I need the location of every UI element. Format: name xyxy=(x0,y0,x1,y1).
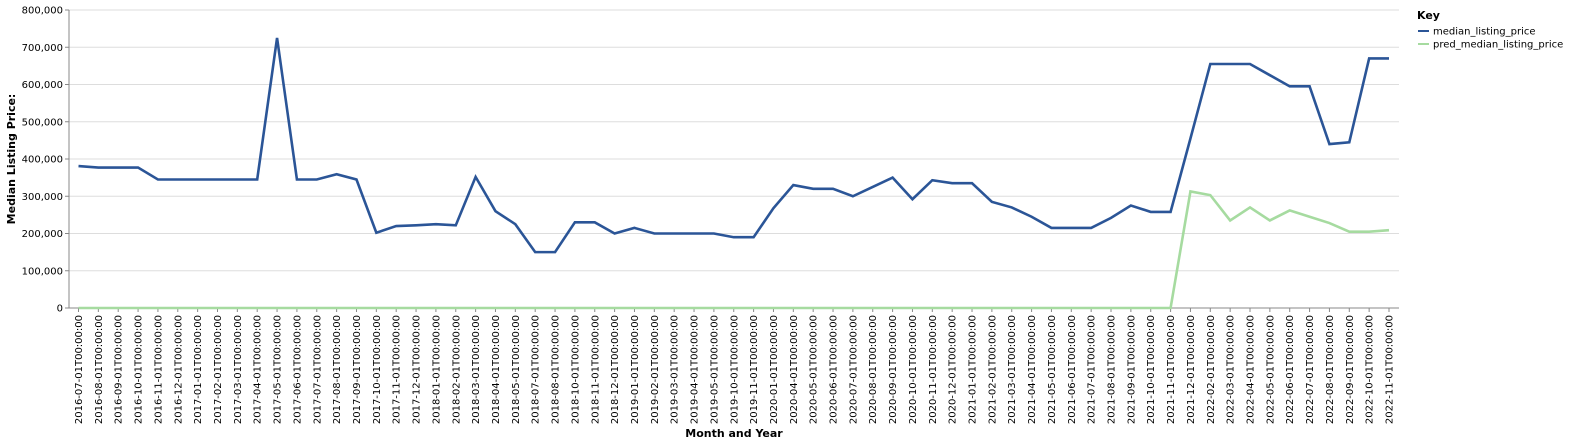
y-tick-label: 800,000 xyxy=(22,6,63,17)
x-tick-label: 2021-10-01T00:00:00 xyxy=(1146,315,1157,424)
y-tick-label: 400,000 xyxy=(22,155,63,166)
x-tick-label: 2018-04-01T00:00:00 xyxy=(491,315,502,424)
y-tick-label: 100,000 xyxy=(22,266,63,277)
x-tick-label: 2017-09-01T00:00:00 xyxy=(352,315,363,424)
x-tick-label: 2021-02-01T00:00:00 xyxy=(987,315,998,424)
legend-items: median_listing_price pred_median_listing_… xyxy=(1418,27,1563,51)
x-tick-label: 2020-04-01T00:00:00 xyxy=(789,315,800,424)
y-tick-label: 500,000 xyxy=(22,117,63,128)
x-tick-label: 2021-05-01T00:00:00 xyxy=(1047,315,1058,424)
x-tick-label: 2021-09-01T00:00:00 xyxy=(1126,315,1137,424)
x-tick-label: 2020-01-01T00:00:00 xyxy=(769,315,780,424)
x-tick-label: 2021-11-01T00:00:00 xyxy=(1166,315,1177,424)
x-tick-label: 2018-01-01T00:00:00 xyxy=(431,315,442,424)
x-tick-label: 2017-01-01T00:00:00 xyxy=(193,315,204,424)
x-tick-label: 2021-04-01T00:00:00 xyxy=(1027,315,1038,424)
x-tick-label: 2016-08-01T00:00:00 xyxy=(94,315,105,424)
x-tick-label: 2022-03-01T00:00:00 xyxy=(1226,315,1237,424)
x-tick-label: 2017-11-01T00:00:00 xyxy=(392,315,403,424)
x-tick-label: 2019-11-01T00:00:00 xyxy=(749,315,760,424)
y-tick-label: 200,000 xyxy=(22,229,63,240)
series-line-median-listing-price xyxy=(78,37,1389,254)
x-tick-label: 2018-07-01T00:00:00 xyxy=(531,315,542,424)
y-tick-label: 300,000 xyxy=(22,192,63,203)
x-axis-title: Month and Year xyxy=(685,427,783,440)
x-tick-label: 2020-09-01T00:00:00 xyxy=(888,315,899,424)
y-tick-label: 0 xyxy=(57,304,63,315)
x-tick-label: 2019-10-01T00:00:00 xyxy=(729,315,740,424)
x-tick-label: 2022-08-01T00:00:00 xyxy=(1325,315,1336,424)
x-tick-label: 2022-06-01T00:00:00 xyxy=(1285,315,1296,424)
x-tick-label: 2019-01-01T00:00:00 xyxy=(630,315,641,424)
x-tick-label: 2021-03-01T00:00:00 xyxy=(1007,315,1018,424)
x-tick-label: 2017-03-01T00:00:00 xyxy=(233,315,244,424)
x-tick-label: 2022-02-01T00:00:00 xyxy=(1206,315,1217,424)
y-tick-label: 600,000 xyxy=(22,80,63,91)
x-tick-label: 2019-03-01T00:00:00 xyxy=(670,315,681,424)
x-tick-label: 2022-05-01T00:00:00 xyxy=(1265,315,1276,424)
x-tick-label: 2019-04-01T00:00:00 xyxy=(690,315,701,424)
x-tick-label: 2020-06-01T00:00:00 xyxy=(829,315,840,424)
grid xyxy=(69,9,1399,309)
x-tick-label: 2016-07-01T00:00:00 xyxy=(74,315,85,424)
x-tick-label: 2016-11-01T00:00:00 xyxy=(153,315,164,424)
x-tick-label: 2017-02-01T00:00:00 xyxy=(213,315,224,424)
x-tick-label: 2021-01-01T00:00:00 xyxy=(968,315,979,424)
x-tick-label: 2017-12-01T00:00:00 xyxy=(412,315,423,424)
y-axis-title: Median Listing Price: xyxy=(5,94,18,225)
x-tick-label: 2021-12-01T00:00:00 xyxy=(1186,315,1197,424)
x-tick-label: 2016-12-01T00:00:00 xyxy=(173,315,184,424)
x-tick-label: 2017-07-01T00:00:00 xyxy=(312,315,323,424)
x-tick-label: 2022-10-01T00:00:00 xyxy=(1365,315,1376,424)
x-tick-label: 2021-06-01T00:00:00 xyxy=(1067,315,1078,424)
x-axis-ticks: 2016-07-01T00:00:00 2016-08-01T00:00:00 20… xyxy=(74,308,1396,424)
x-tick-label: 2021-08-01T00:00:00 xyxy=(1107,315,1118,424)
legend-label: pred_median_listing_price xyxy=(1433,40,1563,51)
x-tick-label: 2017-08-01T00:00:00 xyxy=(332,315,343,424)
y-tick-label: 700,000 xyxy=(22,43,63,54)
x-tick-label: 2022-09-01T00:00:00 xyxy=(1345,315,1356,424)
x-tick-label: 2019-05-01T00:00:00 xyxy=(709,315,720,424)
x-tick-label: 2021-07-01T00:00:00 xyxy=(1087,315,1098,424)
x-tick-label: 2018-02-01T00:00:00 xyxy=(451,315,462,424)
x-tick-label: 2017-04-01T00:00:00 xyxy=(253,315,264,424)
x-tick-label: 2022-07-01T00:00:00 xyxy=(1305,315,1316,424)
x-tick-label: 2019-02-01T00:00:00 xyxy=(650,315,661,424)
x-tick-label: 2016-09-01T00:00:00 xyxy=(114,315,125,424)
x-tick-label: 2022-04-01T00:00:00 xyxy=(1246,315,1257,424)
legend: Key median_listing_price pred_median_list… xyxy=(1417,9,1563,51)
x-tick-label: 2018-05-01T00:00:00 xyxy=(511,315,522,424)
x-tick-label: 2020-12-01T00:00:00 xyxy=(948,315,959,424)
x-tick-label: 2020-08-01T00:00:00 xyxy=(868,315,879,424)
x-tick-label: 2017-06-01T00:00:00 xyxy=(292,315,303,424)
x-tick-label: 2018-12-01T00:00:00 xyxy=(610,315,621,424)
x-tick-label: 2016-10-01T00:00:00 xyxy=(134,315,145,424)
x-tick-label: 2018-10-01T00:00:00 xyxy=(570,315,581,424)
legend-label: median_listing_price xyxy=(1433,27,1536,38)
x-tick-label: 2017-05-01T00:00:00 xyxy=(273,315,284,424)
x-tick-label: 2020-11-01T00:00:00 xyxy=(928,315,939,424)
series-lines xyxy=(78,37,1390,310)
x-tick-label: 2020-05-01T00:00:00 xyxy=(809,315,820,424)
legend-title: Key xyxy=(1417,9,1440,22)
x-tick-label: 2018-08-01T00:00:00 xyxy=(551,315,562,424)
series-line-pred-median-listing-price xyxy=(78,189,1390,310)
x-tick-label: 2020-07-01T00:00:00 xyxy=(848,315,859,424)
x-tick-label: 2022-11-01T00:00:00 xyxy=(1385,315,1396,424)
x-tick-label: 2018-11-01T00:00:00 xyxy=(590,315,601,424)
x-tick-label: 2017-10-01T00:00:00 xyxy=(372,315,383,424)
x-tick-label: 2020-10-01T00:00:00 xyxy=(908,315,919,424)
x-tick-label: 2018-03-01T00:00:00 xyxy=(471,315,482,424)
y-axis-ticks: 0 100,000 200,000 300,000 400,000 500,000 600,… xyxy=(22,6,69,315)
